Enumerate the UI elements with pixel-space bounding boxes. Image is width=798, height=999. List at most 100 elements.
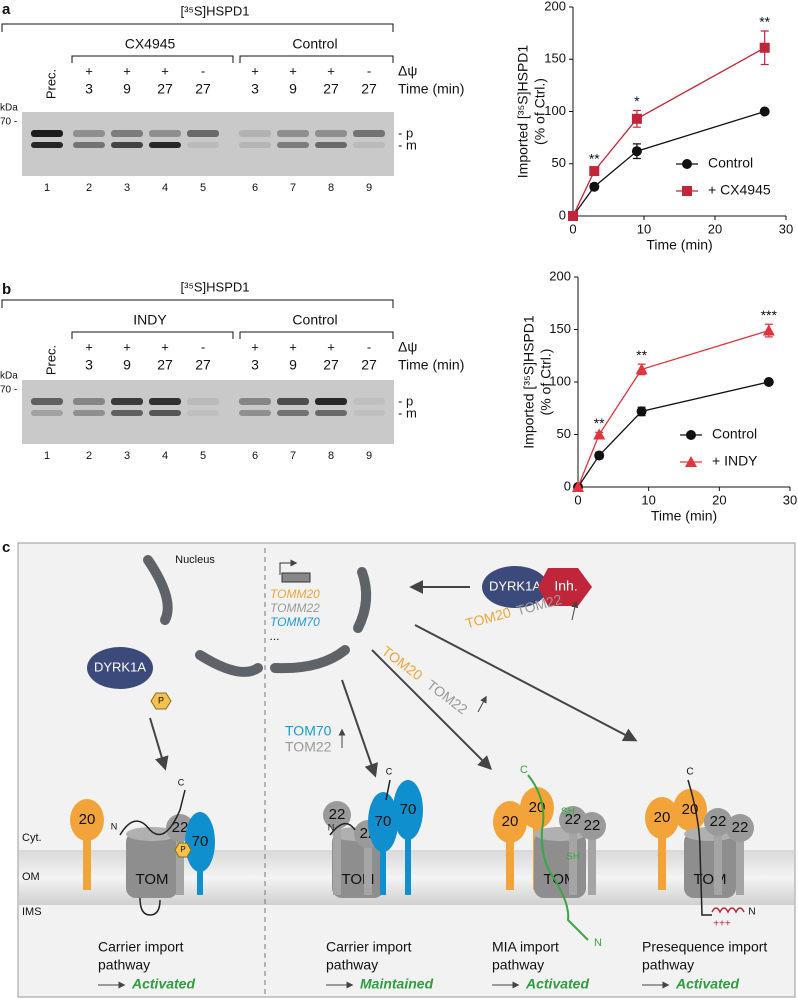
up-arrow [477, 695, 487, 713]
marker [759, 42, 770, 53]
band-label: - p [398, 125, 413, 140]
nuclear-envelope [195, 650, 263, 677]
time: 9 [289, 357, 297, 373]
x-tick-label: 0 [569, 221, 576, 236]
lane-number: 4 [162, 182, 168, 194]
time: 27 [361, 357, 377, 373]
y-tick-label: 0 [559, 207, 566, 222]
pathway-status: Activated [525, 976, 589, 992]
potential: + [251, 339, 259, 354]
band [31, 130, 63, 137]
significance: ** [589, 151, 600, 167]
band [73, 130, 105, 137]
compartment: IMS [22, 906, 42, 918]
tom22 [323, 801, 351, 829]
band [353, 410, 385, 416]
time: 9 [123, 81, 131, 97]
time-label: Time (min) [398, 81, 464, 97]
time: 27 [323, 81, 339, 97]
band [315, 130, 347, 137]
band [353, 142, 385, 148]
x-tick-label: 20 [712, 492, 726, 507]
pathway-name: pathway [98, 957, 150, 973]
precursor-label: Prec. [43, 345, 58, 375]
terminus: C [178, 777, 185, 787]
tom20-label: 20 [79, 811, 96, 828]
precursor-label: Prec. [43, 69, 58, 99]
sh: SH [566, 852, 580, 863]
band [111, 142, 143, 148]
potential: + [161, 63, 169, 78]
tom70 [393, 780, 423, 840]
nuclear-envelope [143, 555, 173, 625]
band [239, 410, 271, 416]
potential: + [251, 63, 259, 78]
arrow-label: TOM22 [285, 739, 332, 755]
tom20 [645, 797, 679, 839]
lane-number: 2 [86, 450, 92, 462]
inhibitor [538, 568, 592, 606]
bracket [71, 331, 234, 339]
band [277, 410, 309, 416]
time: 3 [251, 357, 259, 373]
band [73, 398, 105, 405]
arrow [341, 679, 378, 778]
lane-number: 9 [366, 182, 372, 194]
marker [572, 481, 584, 492]
x-tick-label: 0 [574, 492, 581, 507]
time: 9 [123, 357, 131, 373]
terminus: N [328, 822, 335, 832]
compartment: OM [22, 871, 40, 883]
tom22 [726, 814, 754, 842]
potential: + [289, 63, 297, 78]
lane-number: 5 [200, 450, 206, 462]
tom20-stem [506, 822, 514, 890]
pathway-status: Maintained [360, 976, 434, 992]
y-axis-label: Imported [³⁵S]HSPD1 [521, 315, 537, 449]
tom22-stem [714, 822, 722, 895]
legend-label: + INDY [712, 453, 758, 469]
tom22-label: 22 [584, 817, 601, 834]
x-tick-label: 10 [641, 492, 655, 507]
sh: SH [561, 807, 575, 818]
arrow [414, 624, 638, 742]
tom20-stem [658, 818, 666, 890]
legend-label: Control [712, 426, 757, 442]
tom-pore [684, 832, 736, 898]
band [73, 142, 105, 148]
band [31, 398, 63, 405]
group-label: Control [292, 312, 337, 328]
x-axis-label: Time (min) [646, 237, 712, 253]
band [315, 410, 347, 416]
gel-header: [³⁵S]HSPD1 [181, 279, 250, 294]
marker [593, 428, 606, 440]
lane-number: 8 [328, 182, 334, 194]
legend-label: + CX4945 [708, 182, 771, 198]
potential: + [123, 63, 131, 78]
significance: ** [594, 415, 605, 431]
pathway-status: Activated [675, 976, 739, 992]
significance: * [634, 93, 640, 109]
band [187, 398, 219, 405]
tom22-label: 22 [710, 813, 727, 830]
lane-number: 6 [252, 182, 258, 194]
lane-number: 7 [290, 182, 296, 194]
lane-number: 2 [86, 182, 92, 194]
tom20 [70, 799, 104, 841]
legend-marker [686, 430, 696, 440]
arrow-label: TOM70 [285, 723, 332, 739]
terminus: N [748, 907, 755, 918]
kinase-label: DYRK1A [94, 659, 146, 674]
x-tick-label: 10 [637, 221, 651, 236]
time: 3 [251, 81, 259, 97]
time: 27 [323, 357, 339, 373]
presequence-helix [711, 907, 745, 914]
phospho-label: P [158, 695, 164, 705]
y-tick-label: 100 [549, 373, 571, 388]
charge: +++ [713, 919, 731, 930]
time: 27 [157, 81, 173, 97]
potential: - [367, 339, 371, 354]
potential: + [85, 63, 93, 78]
lane-number: 3 [124, 182, 130, 194]
band-label: - m [398, 405, 417, 420]
